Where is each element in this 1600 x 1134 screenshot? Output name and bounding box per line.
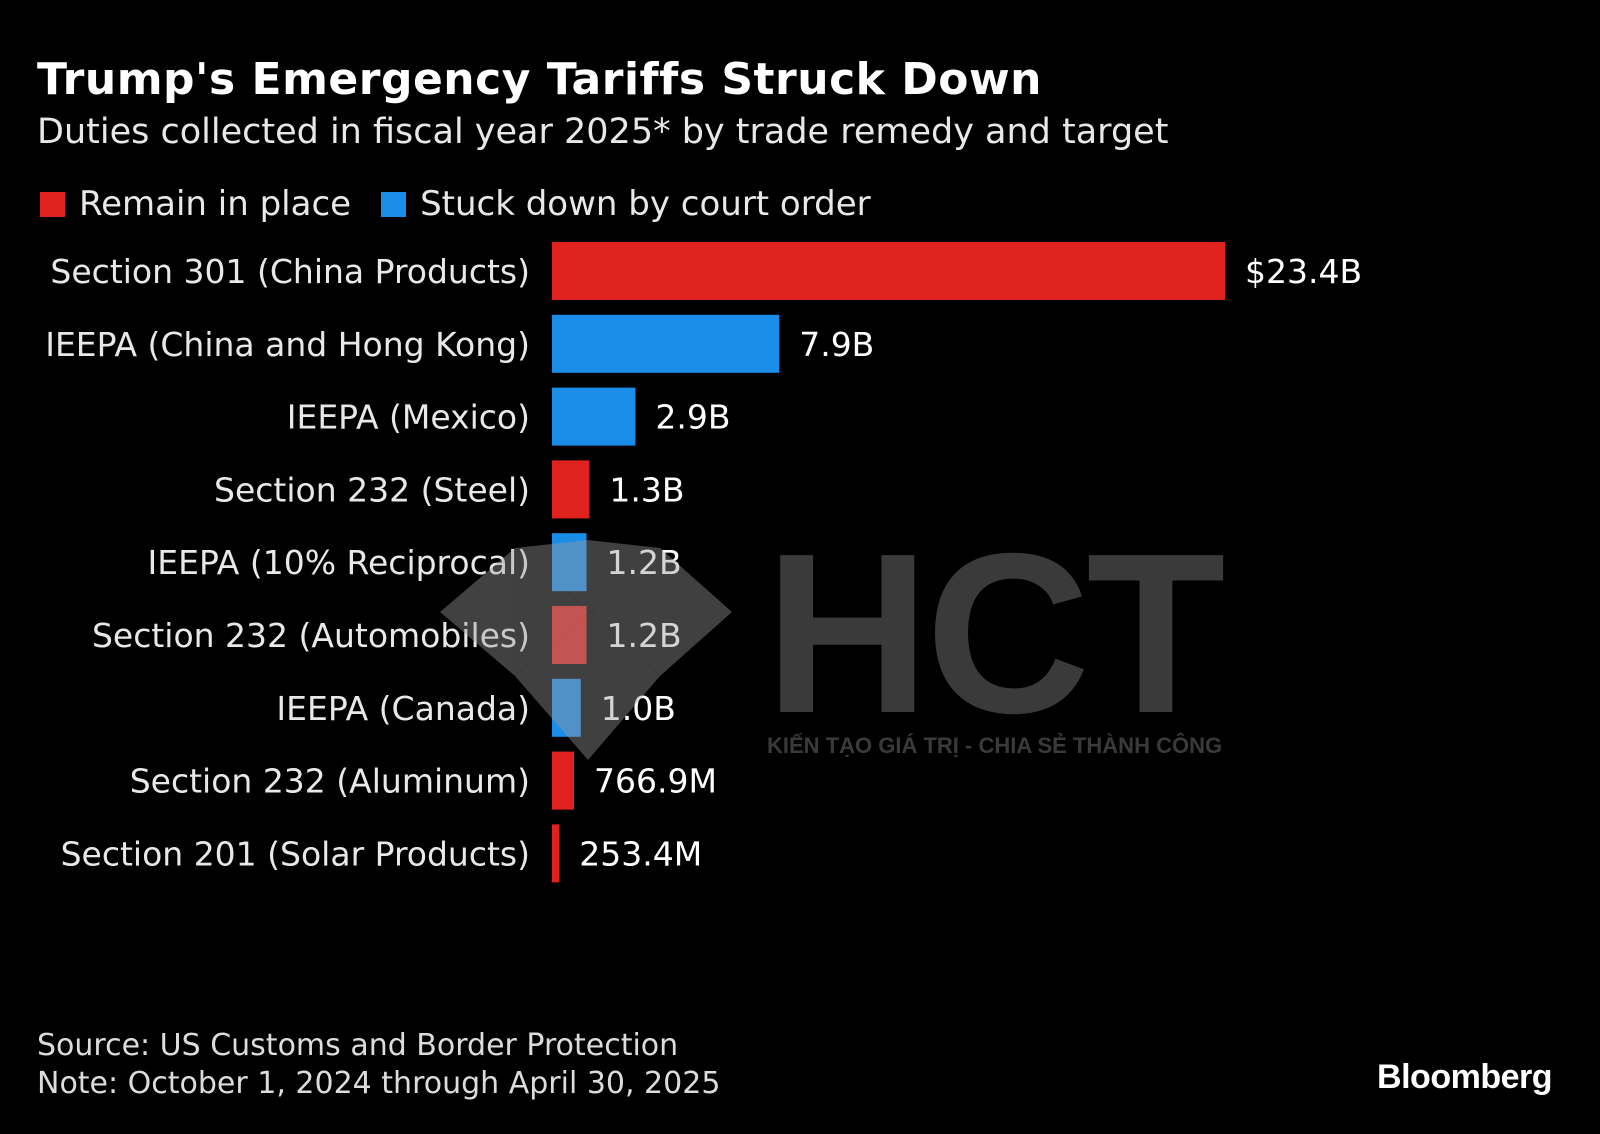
bar-chart: Section 301 (China Products) $23.4B IEEPA … <box>45 242 1362 883</box>
category-label: Section 232 (Steel) <box>214 470 530 509</box>
legend-swatch-struck-down <box>381 191 407 217</box>
category-label: IEEPA (Mexico) <box>287 398 530 437</box>
category-label: Section 232 (Aluminum) <box>130 762 530 801</box>
value-label: 2.9B <box>655 398 730 437</box>
category-label: IEEPA (Canada) <box>276 689 530 728</box>
bar <box>552 460 590 519</box>
bar <box>552 824 560 883</box>
category-label: IEEPA (10% Reciprocal) <box>148 543 530 582</box>
bar <box>552 242 1225 300</box>
legend-label-remain: Remain in place <box>79 184 352 224</box>
value-label: 1.2B <box>607 543 682 582</box>
category-label: Section 201 (Solar Products) <box>61 834 530 873</box>
value-label: 1.2B <box>607 616 682 655</box>
legend-swatch-remain <box>40 191 65 217</box>
legend-item-struck-down: Stuck down by court order <box>381 184 871 224</box>
category-label: IEEPA (China and Hong Kong) <box>45 325 530 364</box>
value-label: 7.9B <box>799 325 874 364</box>
bar <box>552 387 636 446</box>
bloomberg-logo: Bloomberg <box>1377 1058 1552 1096</box>
legend-label-struck-down: Stuck down by court order <box>420 184 871 224</box>
date-note: Note: October 1, 2024 through April 30, … <box>37 1066 721 1101</box>
bar <box>552 751 575 810</box>
chart-legend: Remain in place Stuck down by court orde… <box>40 184 901 224</box>
bar <box>552 314 780 373</box>
value-label: 766.9M <box>594 762 717 801</box>
value-label: 253.4M <box>579 834 702 873</box>
category-label: Section 232 (Automobiles) <box>92 616 530 655</box>
value-label: 1.3B <box>609 470 684 509</box>
source-note: Source: US Customs and Border Protection <box>37 1028 679 1063</box>
bar <box>552 533 587 592</box>
chart-subtitle: Duties collected in fiscal year 2025* by… <box>37 112 1169 152</box>
bar <box>552 606 587 664</box>
legend-item-remain: Remain in place <box>40 184 351 224</box>
value-label: $23.4B <box>1245 252 1362 291</box>
value-label: 1.0B <box>601 689 676 728</box>
chart-title: Trump's Emergency Tariffs Struck Down <box>37 54 1042 105</box>
bar <box>552 678 581 737</box>
category-label: Section 301 (China Products) <box>50 252 530 291</box>
